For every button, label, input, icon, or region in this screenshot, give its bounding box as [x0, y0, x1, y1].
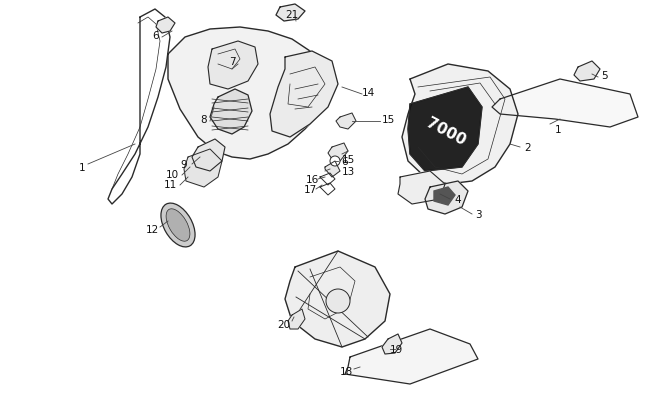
Polygon shape — [325, 162, 340, 177]
Polygon shape — [574, 62, 600, 82]
Text: 14: 14 — [361, 88, 374, 98]
Text: 16: 16 — [306, 175, 318, 185]
Text: 1: 1 — [79, 162, 85, 173]
Text: 20: 20 — [278, 319, 291, 329]
Circle shape — [330, 157, 340, 166]
Text: 9: 9 — [181, 160, 187, 170]
Polygon shape — [270, 52, 338, 138]
Text: 10: 10 — [166, 170, 179, 179]
Polygon shape — [425, 181, 468, 215]
Text: 6: 6 — [342, 157, 348, 166]
Polygon shape — [168, 28, 330, 160]
Text: 2: 2 — [525, 143, 531, 153]
Polygon shape — [108, 10, 170, 205]
Text: 5: 5 — [602, 71, 608, 81]
Polygon shape — [382, 334, 402, 354]
Polygon shape — [288, 309, 305, 329]
Text: 18: 18 — [339, 366, 352, 376]
Text: 4: 4 — [455, 194, 461, 205]
Polygon shape — [402, 65, 518, 185]
Text: 13: 13 — [341, 166, 355, 177]
Text: 7: 7 — [229, 57, 235, 67]
Polygon shape — [336, 114, 356, 130]
Text: 15: 15 — [341, 155, 355, 164]
Text: 3: 3 — [474, 209, 481, 220]
Circle shape — [326, 289, 350, 313]
Text: 8: 8 — [201, 115, 207, 125]
Text: 6: 6 — [153, 31, 159, 41]
Polygon shape — [398, 172, 445, 205]
Polygon shape — [184, 149, 222, 188]
Polygon shape — [408, 88, 482, 172]
Text: 21: 21 — [285, 10, 298, 20]
Polygon shape — [276, 5, 305, 22]
Polygon shape — [492, 80, 638, 128]
Polygon shape — [328, 144, 348, 162]
Polygon shape — [285, 252, 390, 347]
Polygon shape — [192, 140, 225, 172]
Text: 12: 12 — [146, 224, 159, 234]
Polygon shape — [434, 188, 455, 205]
Text: 11: 11 — [163, 179, 177, 190]
Ellipse shape — [161, 204, 195, 247]
Polygon shape — [208, 42, 258, 90]
Text: 1: 1 — [554, 125, 562, 135]
Text: 15: 15 — [382, 115, 395, 125]
Ellipse shape — [166, 209, 190, 242]
Polygon shape — [156, 18, 175, 34]
Text: 7000: 7000 — [424, 115, 468, 148]
Text: 17: 17 — [304, 185, 317, 194]
Polygon shape — [345, 329, 478, 384]
Polygon shape — [210, 90, 252, 135]
Text: 19: 19 — [389, 344, 402, 354]
